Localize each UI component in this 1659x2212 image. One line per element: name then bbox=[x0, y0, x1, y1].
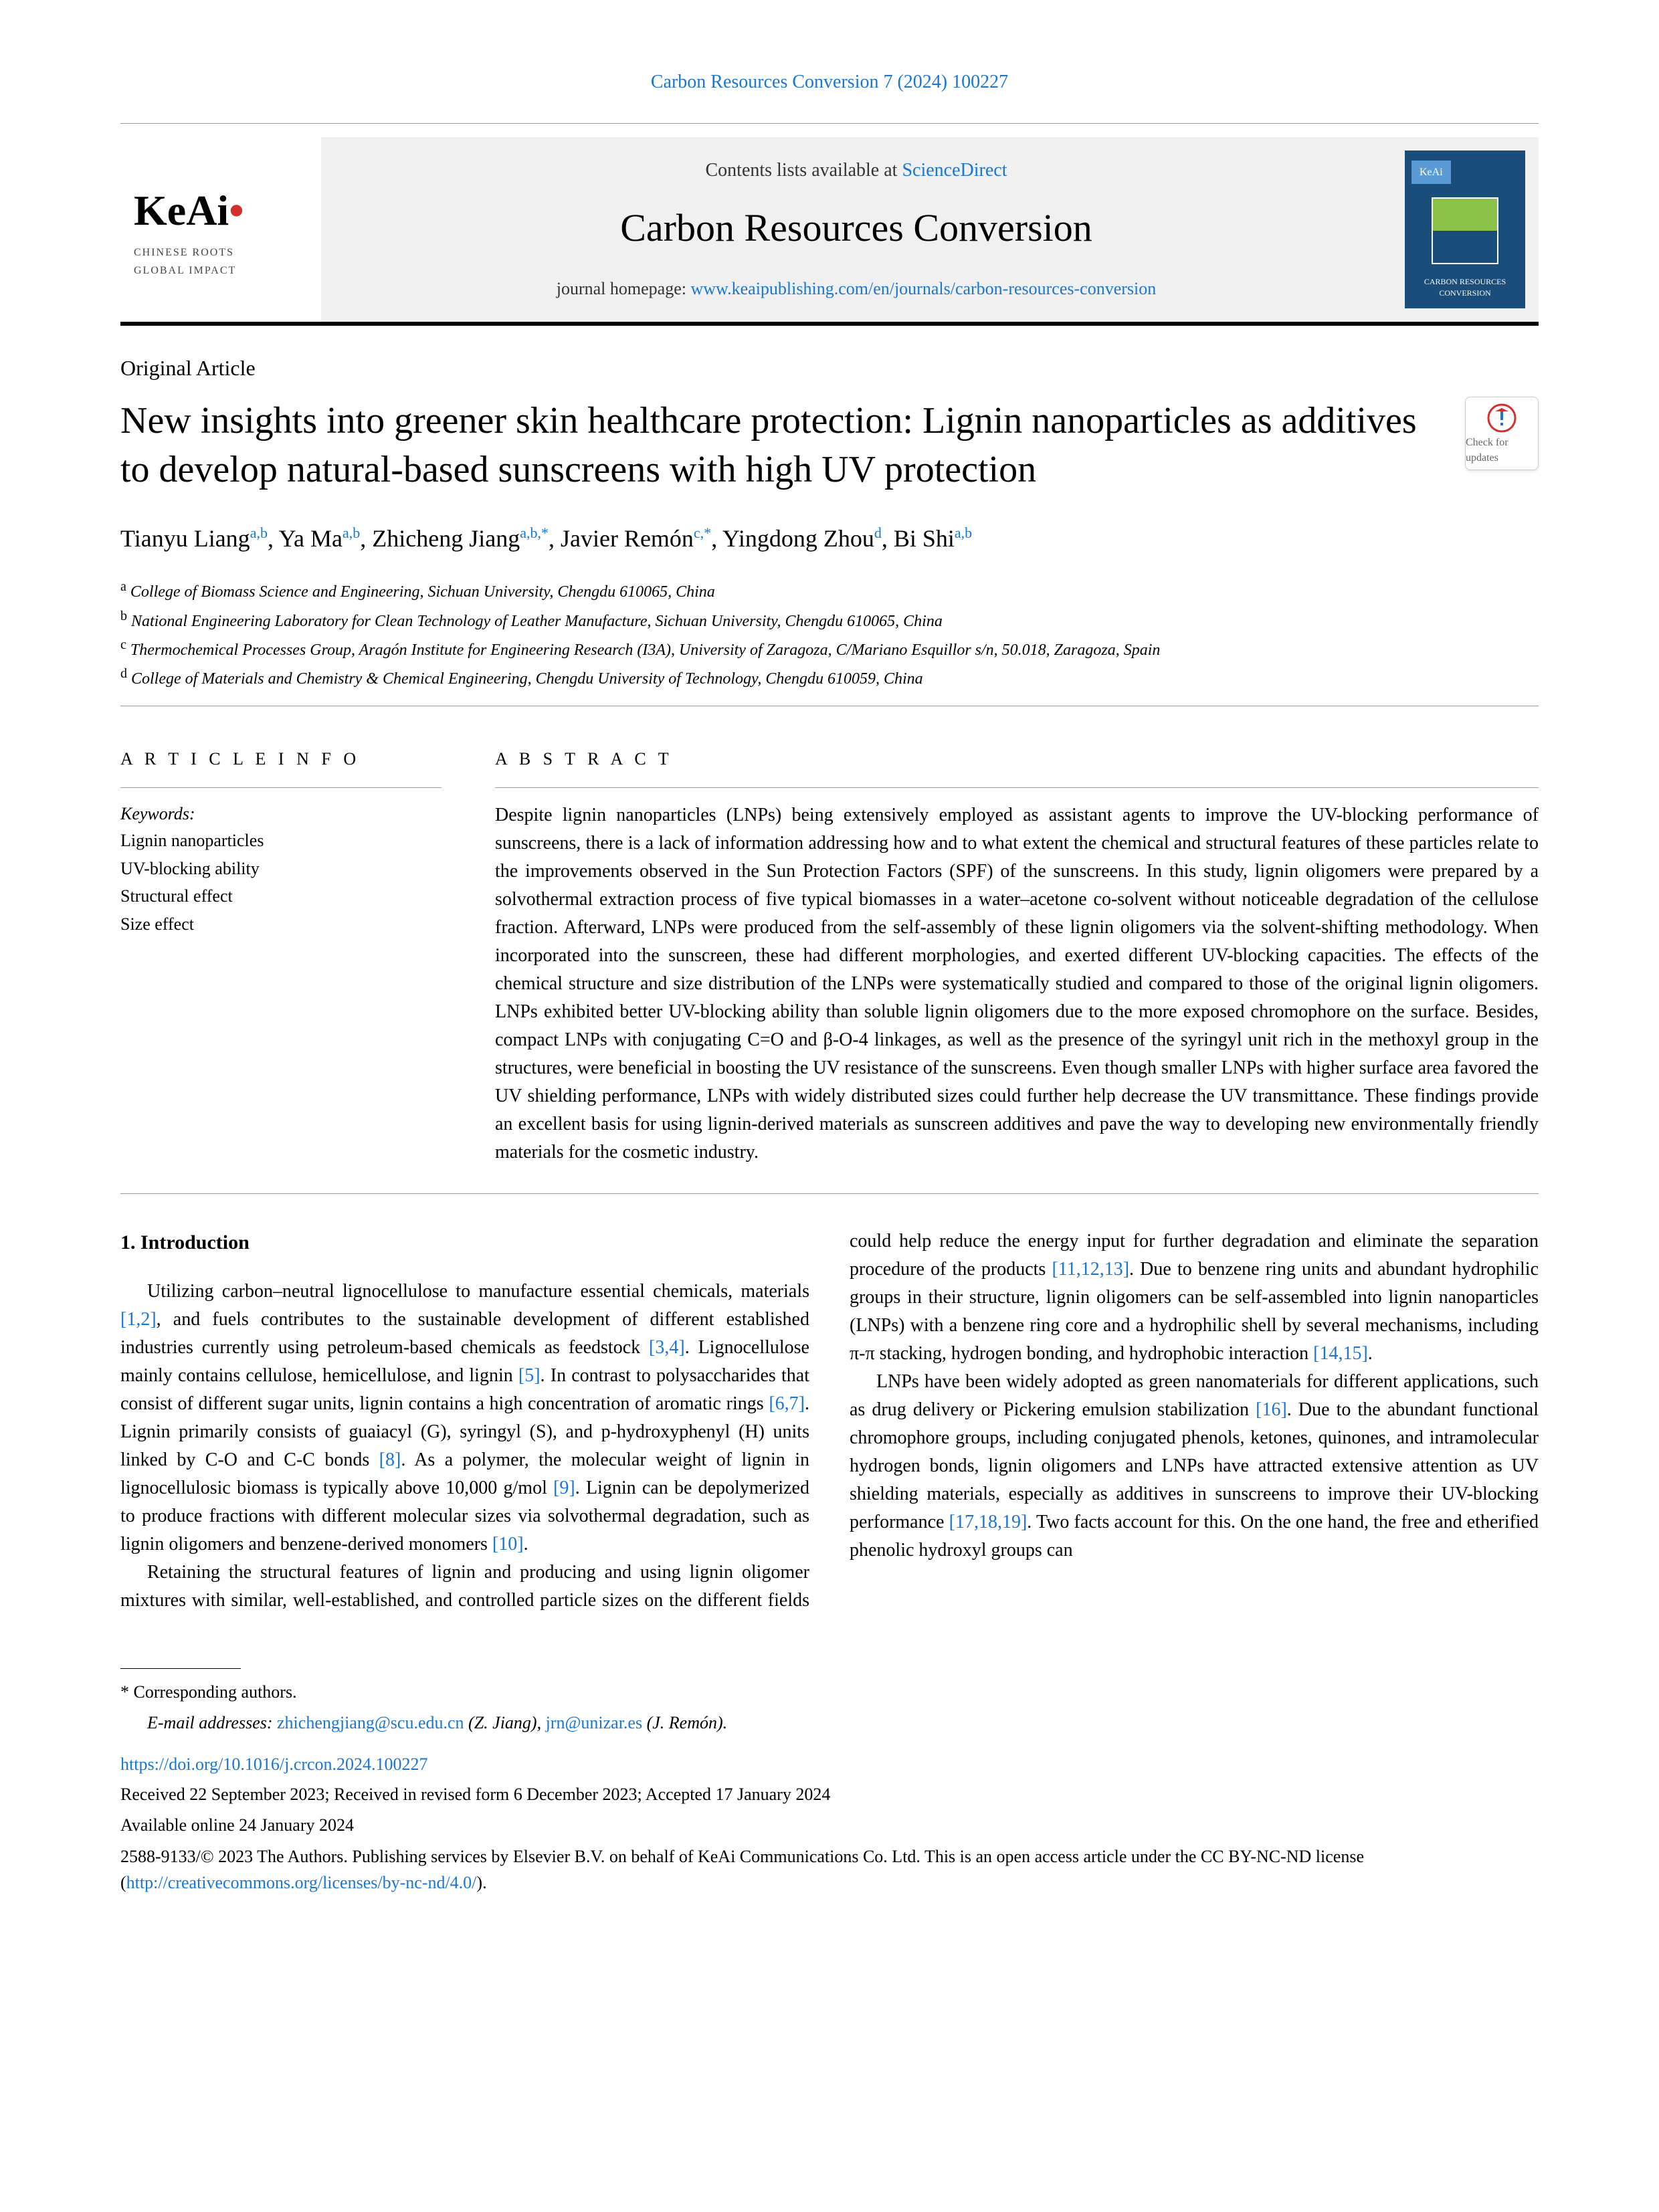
affiliation-c: cThermochemical Processes Group, Aragón … bbox=[120, 634, 1539, 663]
publisher-logo: KeAi• CHINESE ROOTS GLOBAL IMPACT bbox=[120, 137, 321, 322]
cover-keai-badge: KeAi bbox=[1411, 161, 1451, 184]
corresponding-emails: E-mail addresses: zhichengjiang@scu.edu.… bbox=[147, 1710, 1539, 1736]
article-dates: Received 22 September 2023; Received in … bbox=[120, 1782, 1539, 1807]
check-updates-button[interactable]: Check for updates bbox=[1465, 397, 1539, 470]
check-updates-label: Check for updates bbox=[1466, 435, 1538, 466]
abstract-text: Despite lignin nanoparticles (LNPs) bein… bbox=[495, 801, 1539, 1167]
page-header: Carbon Resources Conversion 7 (2024) 100… bbox=[120, 67, 1539, 96]
divider bbox=[120, 123, 1539, 124]
keai-logo-text: KeAi• bbox=[134, 180, 308, 242]
journal-cover-thumbnail: KeAi CARBON RESOURCES CONVERSION bbox=[1405, 150, 1525, 308]
corresponding-authors-label: * Corresponding authors. bbox=[120, 1680, 1539, 1705]
contents-line: Contents lists available at ScienceDirec… bbox=[334, 157, 1378, 185]
sciencedirect-link[interactable]: ScienceDirect bbox=[902, 160, 1007, 181]
footnote-divider bbox=[120, 1668, 241, 1669]
affiliations: aCollege of Biomass Science and Engineer… bbox=[120, 576, 1539, 692]
email-link-2[interactable]: jrn@unizar.es bbox=[546, 1713, 643, 1732]
license-text: 2588-9133/© 2023 The Authors. Publishing… bbox=[120, 1843, 1539, 1896]
cover-title-text: CARBON RESOURCES CONVERSION bbox=[1405, 271, 1525, 305]
license-link[interactable]: http://creativecommons.org/licenses/by-n… bbox=[126, 1873, 477, 1892]
keywords-label: Keywords: bbox=[120, 801, 442, 827]
journal-banner: KeAi• CHINESE ROOTS GLOBAL IMPACT Conten… bbox=[120, 137, 1539, 322]
homepage-link[interactable]: www.keaipublishing.com/en/journals/carbo… bbox=[690, 279, 1156, 298]
keai-tagline-2: GLOBAL IMPACT bbox=[134, 263, 308, 278]
divider bbox=[120, 1193, 1539, 1194]
homepage-line: journal homepage: www.keaipublishing.com… bbox=[334, 276, 1378, 302]
affiliation-d: dCollege of Materials and Chemistry & Ch… bbox=[120, 663, 1539, 692]
article-type: Original Article bbox=[120, 353, 1539, 383]
thick-divider bbox=[120, 322, 1539, 326]
available-online: Available online 24 January 2024 bbox=[120, 1813, 1539, 1838]
banner-center: Contents lists available at ScienceDirec… bbox=[321, 137, 1391, 322]
article-info-heading: A R T I C L E I N F O bbox=[120, 746, 442, 772]
authors-list: Tianyu Lianga,b, Ya Maa,b, Zhicheng Jian… bbox=[120, 521, 1539, 556]
doi-link[interactable]: https://doi.org/10.1016/j.crcon.2024.100… bbox=[120, 1752, 1539, 1777]
intro-paragraph-3: LNPs have been widely adopted as green n… bbox=[850, 1368, 1539, 1565]
introduction-section: 1. Introduction Utilizing carbon–neutral… bbox=[120, 1227, 1539, 1615]
cover-tree-icon bbox=[1432, 197, 1498, 264]
intro-heading: 1. Introduction bbox=[120, 1227, 809, 1258]
affiliation-b: bNational Engineering Laboratory for Cle… bbox=[120, 605, 1539, 634]
abstract-heading: A B S T R A C T bbox=[495, 746, 1539, 772]
article-info-block: A R T I C L E I N F O Keywords: Lignin n… bbox=[120, 746, 442, 1167]
keywords-list: Lignin nanoparticlesUV-blocking abilityS… bbox=[120, 827, 442, 938]
divider bbox=[120, 787, 442, 788]
article-title: New insights into greener skin healthcar… bbox=[120, 397, 1438, 494]
journal-reference-link[interactable]: Carbon Resources Conversion 7 (2024) 100… bbox=[651, 72, 1008, 92]
email-link-1[interactable]: zhichengjiang@scu.edu.cn bbox=[277, 1713, 464, 1732]
abstract-block: A B S T R A C T Despite lignin nanoparti… bbox=[495, 746, 1539, 1167]
intro-paragraph-1: Utilizing carbon–neutral lignocellulose … bbox=[120, 1278, 809, 1559]
affiliation-a: aCollege of Biomass Science and Engineer… bbox=[120, 576, 1539, 605]
keai-tagline-1: CHINESE ROOTS bbox=[134, 245, 308, 260]
page-footer: * Corresponding authors. E-mail addresse… bbox=[120, 1668, 1539, 1895]
divider bbox=[495, 787, 1539, 788]
journal-name: Carbon Resources Conversion bbox=[334, 200, 1378, 256]
